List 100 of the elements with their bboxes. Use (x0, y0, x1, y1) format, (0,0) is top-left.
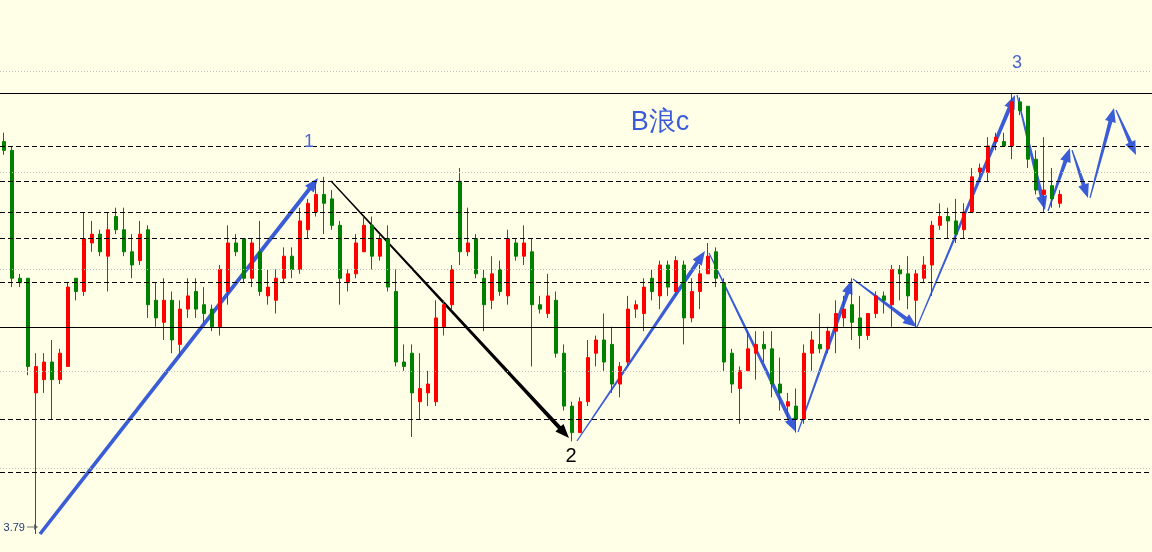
candlestick (938, 202, 942, 231)
candlestick (538, 295, 542, 315)
candlestick (218, 264, 222, 337)
candlestick (714, 246, 718, 288)
candlestick (698, 264, 702, 310)
candlestick (898, 264, 902, 301)
candlestick (946, 207, 950, 240)
candlestick (578, 396, 582, 434)
candlestick (82, 211, 86, 297)
candlestick (570, 401, 574, 442)
candlestick (986, 136, 990, 182)
candlestick (970, 167, 974, 213)
candlestick (858, 295, 862, 350)
candlestick (394, 268, 398, 367)
candlestick (306, 198, 310, 240)
candlestick (1058, 189, 1062, 209)
candlestick (130, 233, 134, 279)
candlestick (842, 295, 846, 328)
candlestick (482, 268, 486, 332)
candlestick (810, 330, 814, 372)
candlestick (26, 277, 30, 376)
candlestick (170, 290, 174, 354)
candlestick (514, 238, 518, 262)
candlestick (386, 224, 390, 292)
candlestick (418, 352, 422, 420)
candlestick (298, 207, 302, 275)
candlestick (466, 207, 470, 257)
candlestick (866, 313, 870, 341)
candlestick (258, 220, 262, 297)
candlestick (370, 216, 374, 270)
candlestick (498, 260, 502, 297)
candlestick (778, 357, 782, 412)
candlestick (490, 255, 494, 310)
candlestick (250, 238, 254, 288)
candlestick (586, 339, 590, 407)
candlestick (330, 189, 334, 231)
candlestick (826, 326, 830, 354)
candlestick (770, 330, 774, 398)
candlestick (226, 224, 230, 306)
candlestick (122, 207, 126, 257)
candlestick (18, 273, 22, 288)
candlestick (690, 277, 694, 323)
candlestick (754, 330, 758, 381)
candlestick (1042, 136, 1046, 213)
candlestick (10, 145, 14, 288)
candlestick (114, 207, 118, 235)
candlestick (546, 273, 550, 319)
candlestick (978, 163, 982, 182)
candlestick (146, 224, 150, 319)
candlestick (66, 282, 70, 367)
candlestick (290, 246, 294, 279)
candlestick (746, 330, 750, 372)
candlestick (354, 233, 358, 279)
candlestick (962, 202, 966, 240)
candlestick (634, 299, 638, 319)
annotation: 1 (303, 131, 315, 151)
candlestick (610, 326, 614, 394)
candlestick (178, 299, 182, 359)
candlestick (626, 295, 630, 367)
candlestick (618, 361, 622, 398)
candlestick (42, 352, 46, 394)
candlestick (378, 233, 382, 262)
candlestick (594, 335, 598, 367)
candlestick (1002, 132, 1006, 147)
candlestick (522, 224, 526, 266)
candlestick (562, 343, 566, 412)
candlestick (762, 330, 766, 363)
candlestick (450, 264, 454, 310)
candlestick (458, 167, 462, 266)
candlestick (74, 277, 78, 301)
candlestick (642, 277, 646, 332)
candlestick (58, 348, 62, 385)
candlestick (874, 290, 878, 319)
candlestick (994, 132, 998, 151)
candlestick (882, 290, 886, 315)
text: 3 (1011, 52, 1023, 72)
candlestick (322, 176, 326, 235)
candlestick (266, 268, 270, 306)
candlestick (906, 255, 910, 310)
candlestick (722, 277, 726, 372)
candlestick (658, 260, 662, 310)
candlestick (914, 268, 918, 328)
candlestick (850, 277, 854, 341)
candlestick (474, 233, 478, 279)
candlestick (314, 180, 318, 218)
candlestick (834, 299, 838, 354)
candlestick (890, 264, 894, 328)
candlestick (802, 343, 806, 425)
candlestick (706, 242, 710, 275)
annotation: 3.79 (3, 521, 25, 533)
candlestick (362, 216, 366, 253)
candlestick (954, 198, 958, 244)
candlestick (194, 277, 198, 319)
candlestick (234, 233, 238, 257)
candlestick (1034, 149, 1038, 195)
candlestick (210, 304, 214, 332)
candlestick (442, 299, 446, 337)
candlestick (202, 286, 206, 323)
candlestick (506, 229, 510, 306)
candlestick (282, 246, 286, 284)
